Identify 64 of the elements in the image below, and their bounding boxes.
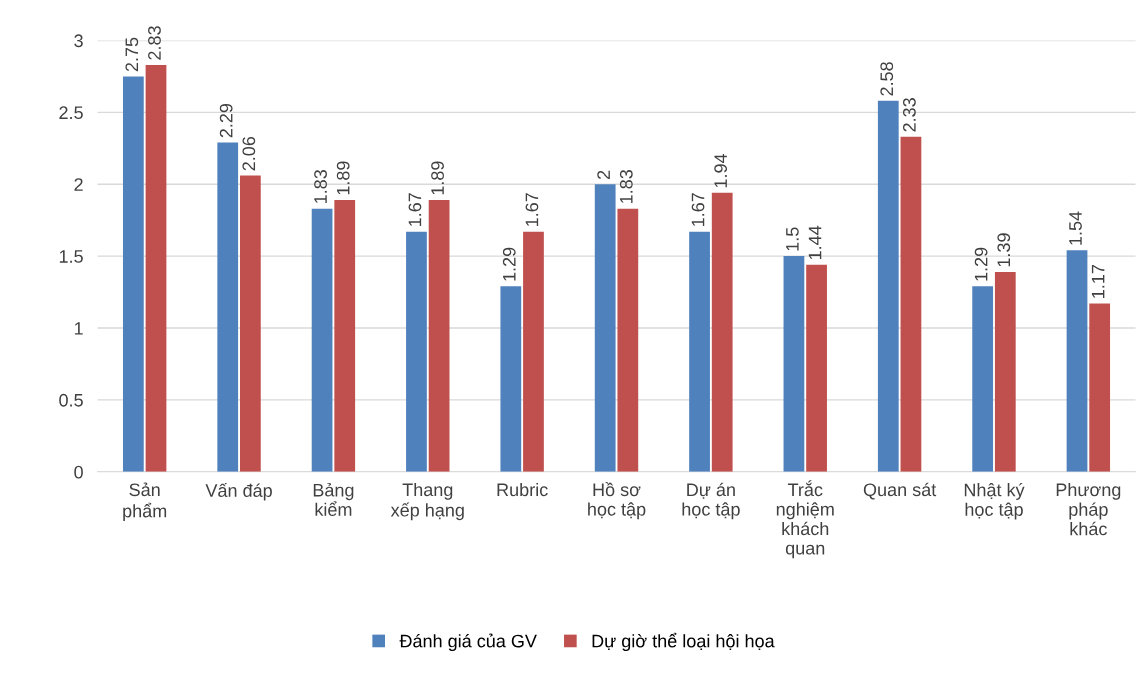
data-label: 1.5 [786, 227, 799, 251]
data-label: 1.29 [974, 247, 988, 281]
bar [334, 200, 356, 472]
y-tick-label: 1.5 [59, 250, 83, 263]
x-tick-label: Trắc nghiệm khách quan [776, 480, 834, 559]
data-label: 1.54 [1069, 211, 1082, 245]
bar [689, 231, 710, 472]
bar [1089, 303, 1111, 472]
bar [994, 271, 1016, 472]
y-tick-label: 2.5 [59, 106, 83, 120]
x-tick-label: Thang xếp hạng [390, 482, 464, 521]
x-tick-label: Rubric [497, 482, 548, 497]
data-label: 1.17 [1091, 265, 1105, 298]
y-tick-label: 0.5 [59, 393, 83, 407]
bar [428, 200, 450, 472]
bar [217, 142, 239, 472]
bar [877, 100, 899, 472]
bar [406, 231, 427, 472]
data-label: 2.83 [148, 26, 161, 60]
bar [122, 76, 144, 472]
bar [972, 286, 994, 472]
bar [523, 231, 544, 472]
bar [806, 264, 827, 472]
data-label: 1.29 [502, 247, 516, 281]
data-label: 1.67 [525, 193, 539, 226]
data-label: 1.67 [691, 193, 705, 226]
x-tick-label: Sản phẩm [123, 482, 167, 521]
data-label: 2.75 [125, 37, 139, 72]
y-tick-label: 0 [74, 465, 83, 479]
data-label: 1.89 [336, 161, 350, 195]
y-tick-label: 1 [74, 322, 83, 335]
data-label: 2.33 [903, 98, 916, 132]
bar [239, 175, 261, 472]
x-tick-label: Bảng kiểm [313, 482, 354, 517]
y-tick-label: 2 [74, 178, 83, 191]
data-label: 2 [597, 170, 610, 179]
bar [500, 286, 522, 472]
data-label: 1.83 [314, 170, 327, 203]
legend-label: Dự giờ thể loại hội họa [592, 632, 775, 652]
data-label: 1.83 [619, 170, 633, 203]
bar [594, 184, 616, 472]
data-label: 1.44 [808, 225, 822, 260]
x-tick-label: Phương pháp khác [1056, 482, 1121, 536]
data-label: 1.94 [714, 153, 728, 188]
x-tick-label: Nhật ký học tập [964, 482, 1025, 520]
data-label: 2.29 [219, 103, 233, 138]
bar [900, 136, 922, 472]
data-label: 1.39 [997, 233, 1011, 267]
data-label: 1.67 [408, 193, 422, 226]
bar [711, 192, 733, 472]
x-tick-label: Quan sát [863, 482, 937, 500]
bar [617, 208, 639, 472]
bar [1066, 250, 1088, 472]
bar [783, 256, 805, 472]
data-label: 2.06 [242, 136, 256, 171]
data-label: 2.58 [880, 62, 894, 96]
legend-label: Đánh giá của GV [399, 633, 537, 652]
y-tick-label: 3 [74, 34, 83, 48]
x-tick-label: Hồ sơ học tập [588, 482, 646, 520]
bar [311, 208, 333, 472]
x-tick-label: Vấn đáp [205, 482, 272, 501]
bar [145, 64, 167, 472]
data-label: 1.89 [431, 161, 444, 195]
x-tick-label: Dự án học tập [682, 482, 740, 520]
